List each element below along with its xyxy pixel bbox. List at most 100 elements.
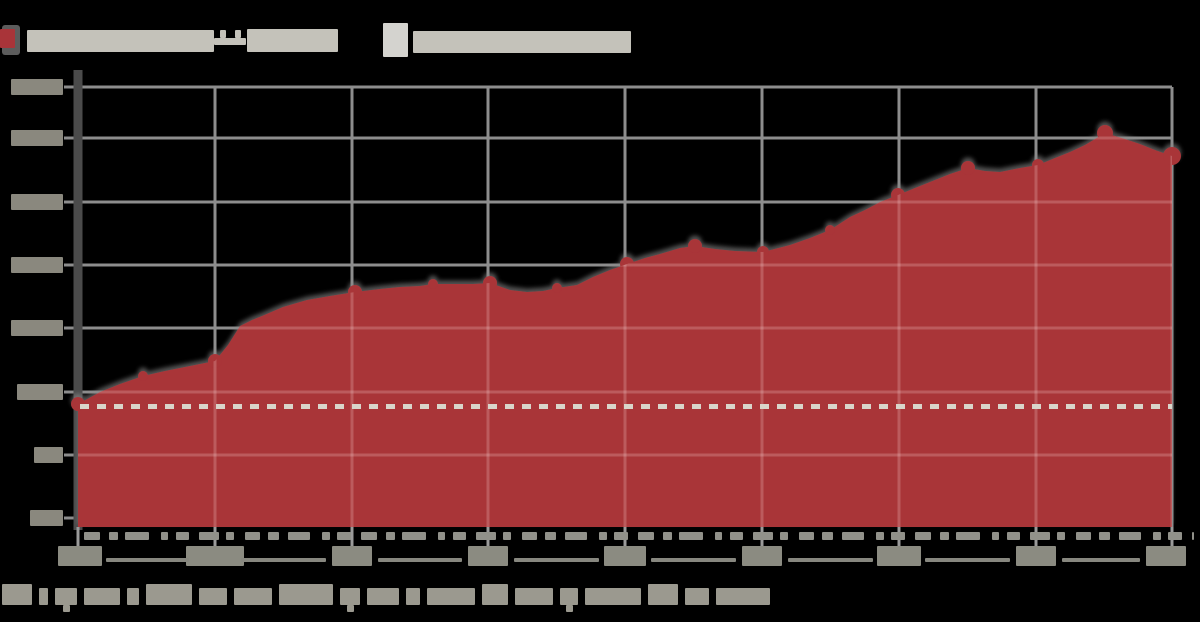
minor-tick-text-redacted bbox=[522, 532, 537, 540]
minor-tick-text-redacted bbox=[545, 532, 556, 540]
minor-tick-text-redacted bbox=[940, 532, 949, 540]
minor-tick-text-redacted bbox=[730, 532, 743, 540]
minor-tick-text-redacted bbox=[1192, 532, 1194, 540]
data-point-marker bbox=[688, 239, 702, 253]
x-axis-subtext-redacted bbox=[788, 558, 873, 562]
x-tick-label-redacted bbox=[468, 546, 508, 566]
minor-tick-text-redacted bbox=[109, 532, 118, 540]
legend-swatch-area-series bbox=[0, 29, 15, 48]
minor-tick-text-redacted bbox=[663, 532, 672, 540]
y-tick-label-redacted bbox=[11, 79, 63, 95]
minor-tick-text-redacted bbox=[84, 532, 100, 540]
caption-word-redacted bbox=[515, 588, 553, 605]
caption-word-redacted bbox=[367, 588, 399, 605]
area-series bbox=[71, 125, 1181, 527]
x-tick-label-redacted bbox=[877, 546, 921, 566]
minor-tick-text-redacted bbox=[438, 532, 445, 540]
x-axis-subtext-redacted bbox=[514, 558, 599, 562]
data-point-marker bbox=[891, 188, 905, 202]
caption-word-redacted bbox=[146, 584, 192, 605]
caption-descender-redacted bbox=[63, 605, 70, 612]
x-tick-label-redacted bbox=[58, 546, 102, 566]
minor-tick-text-redacted bbox=[245, 532, 260, 540]
minor-tick-text-redacted bbox=[614, 532, 628, 540]
minor-tick-text-redacted bbox=[226, 532, 234, 540]
caption-word-redacted bbox=[55, 588, 77, 605]
data-point-marker bbox=[1032, 159, 1044, 171]
x-axis-subtext-redacted bbox=[925, 558, 1010, 562]
x-axis-subtext-redacted bbox=[651, 558, 736, 562]
y-tick-label-redacted bbox=[34, 447, 63, 463]
minor-tick-text-redacted bbox=[125, 532, 149, 540]
caption-word-redacted bbox=[340, 588, 360, 605]
minor-tick-text-redacted bbox=[780, 532, 788, 540]
legend-swatch-baseline-series bbox=[383, 23, 408, 57]
minor-tick-text-redacted bbox=[1007, 532, 1020, 540]
data-point-marker bbox=[961, 161, 975, 175]
caption-word-redacted bbox=[234, 588, 272, 605]
data-point-marker bbox=[208, 354, 222, 368]
data-point-marker bbox=[428, 279, 438, 289]
minor-tick-text-redacted bbox=[799, 532, 814, 540]
minor-tick-text-redacted bbox=[176, 532, 189, 540]
legend-label-redacted-1 bbox=[235, 30, 241, 38]
minor-tick-text-redacted bbox=[753, 532, 773, 540]
minor-tick-text-redacted bbox=[599, 532, 607, 540]
y-tick-label-redacted bbox=[11, 257, 63, 273]
legend-label-redacted-1 bbox=[214, 38, 246, 45]
minor-tick-text-redacted bbox=[891, 532, 905, 540]
y-tick-label-redacted bbox=[11, 194, 63, 210]
minor-tick-text-redacted bbox=[361, 532, 377, 540]
data-point-marker bbox=[757, 246, 769, 258]
minor-tick-text-redacted bbox=[876, 532, 884, 540]
x-axis-subtext-redacted bbox=[241, 558, 326, 562]
minor-tick-text-redacted bbox=[1168, 532, 1182, 540]
caption-word-redacted bbox=[427, 588, 475, 605]
minor-tick-text-redacted bbox=[1057, 532, 1065, 540]
caption-word-redacted bbox=[199, 588, 227, 605]
minor-tick-text-redacted bbox=[402, 532, 426, 540]
caption-word-redacted bbox=[685, 588, 709, 605]
data-point-marker bbox=[138, 371, 148, 381]
caption-word-redacted bbox=[84, 588, 120, 605]
caption-word-redacted bbox=[648, 584, 678, 605]
minor-tick-text-redacted bbox=[822, 532, 833, 540]
caption-word-redacted bbox=[585, 588, 641, 605]
minor-tick-text-redacted bbox=[915, 532, 931, 540]
minor-tick-text-redacted bbox=[638, 532, 654, 540]
caption-word-redacted bbox=[406, 588, 420, 605]
caption-word-redacted bbox=[127, 588, 139, 605]
minor-tick-text-redacted bbox=[565, 532, 587, 540]
data-point-marker bbox=[825, 225, 835, 235]
x-axis-subtext-redacted bbox=[378, 558, 462, 562]
minor-tick-text-redacted bbox=[453, 532, 466, 540]
caption-word-redacted bbox=[2, 584, 32, 605]
x-tick-label-redacted bbox=[1016, 546, 1056, 566]
legend-label-redacted-1 bbox=[220, 30, 226, 38]
caption-descender-redacted bbox=[347, 605, 354, 612]
caption-word-redacted bbox=[279, 584, 333, 605]
minor-tick-text-redacted bbox=[956, 532, 980, 540]
x-axis-subtext-redacted bbox=[1062, 558, 1140, 562]
minor-tick-text-redacted bbox=[199, 532, 219, 540]
minor-tick-text-redacted bbox=[288, 532, 310, 540]
data-point-marker bbox=[620, 257, 634, 271]
x-tick-label-redacted bbox=[332, 546, 372, 566]
minor-tick-text-redacted bbox=[161, 532, 168, 540]
x-axis-subtext-redacted bbox=[106, 558, 189, 562]
minor-tick-text-redacted bbox=[322, 532, 330, 540]
minor-tick-text-redacted bbox=[476, 532, 496, 540]
minor-tick-text-redacted bbox=[1099, 532, 1110, 540]
data-point-marker bbox=[483, 276, 497, 290]
data-point-marker bbox=[1163, 147, 1181, 165]
minor-tick-text-redacted bbox=[1076, 532, 1091, 540]
legend-label-redacted-1 bbox=[27, 30, 214, 52]
minor-tick-text-redacted bbox=[992, 532, 999, 540]
data-point-marker bbox=[1097, 125, 1113, 141]
caption-word-redacted bbox=[482, 584, 508, 605]
minor-tick-text-redacted bbox=[503, 532, 511, 540]
minor-tick-text-redacted bbox=[842, 532, 864, 540]
x-tick-label-redacted bbox=[186, 546, 244, 566]
